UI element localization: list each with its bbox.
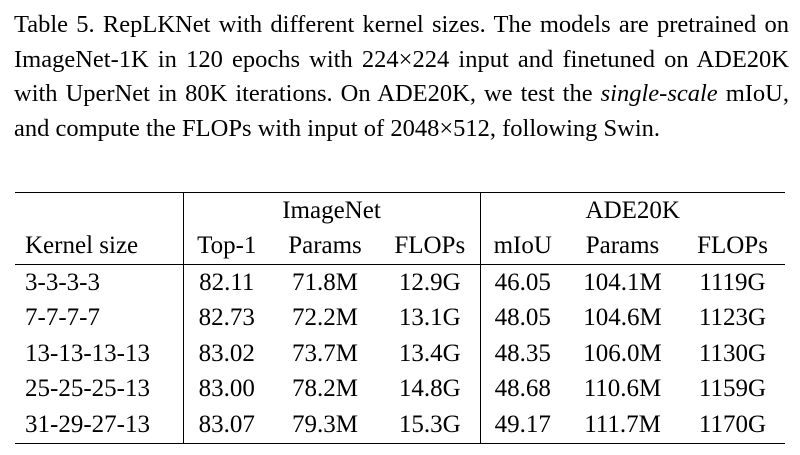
cell: 106.0M <box>583 339 662 367</box>
cell: 48.35 <box>494 339 551 367</box>
column-header: Top-1 <box>183 228 270 265</box>
cell: 1159G <box>698 375 767 403</box>
caption-emphasis: single-scale <box>600 80 718 107</box>
group-row: ImageNet ADE20K <box>15 192 785 229</box>
caption-text: Table 5. RepLKNet with different kernel … <box>14 11 789 107</box>
data-row: 25-25-25-13 83.00 78.2M 14.8G 48.68 110.6M 115… <box>15 371 785 407</box>
cell: 104.1M <box>583 268 662 296</box>
cell: 15.3G <box>380 407 481 444</box>
results-table: ImageNet ADE20K Kernel size Top-1 Params FL… <box>15 192 785 444</box>
caption: Table 5. RepLKNet with different kernel … <box>14 8 789 146</box>
cell: 82.73 <box>198 304 255 332</box>
column-header: mIoU <box>480 228 565 265</box>
cell: 25-25-25-13 <box>15 371 184 407</box>
cell: 73.7M <box>292 339 358 367</box>
column-header: Kernel size <box>15 228 184 265</box>
cell: 13-13-13-13 <box>15 336 184 372</box>
cell: 49.17 <box>480 407 565 444</box>
cell: 13.1G <box>380 300 481 336</box>
cell: 72.2M <box>292 304 358 332</box>
cell: 83.02 <box>198 339 255 367</box>
cell: 46.05 <box>494 268 551 296</box>
cell: 82.11 <box>199 268 255 296</box>
cell: 12.9G <box>380 264 481 301</box>
data-row: 13-13-13-13 83.02 73.7M 13.4G 48.35 106.0M 113… <box>15 336 785 372</box>
column-header-row: Kernel size Top-1 Params FLOPs mIoU Params FLO… <box>15 228 785 265</box>
column-header: Params <box>270 228 380 265</box>
data-row: 3-3-3-3 82.11 71.8M 12.9G 46.05 104.1M 1119G <box>15 264 785 301</box>
cell: 79.3M <box>270 407 380 444</box>
cell: 83.07 <box>183 407 270 444</box>
column-header: Params <box>565 228 680 265</box>
data-row: 7-7-7-7 82.73 72.2M 13.1G 48.05 104.6M 1123G <box>15 300 785 336</box>
data-row: 31-29-27-13 83.07 79.3M 15.3G 49.17 111.7M 117… <box>15 407 785 444</box>
cell: 1130G <box>698 339 767 367</box>
cell: 1170G <box>680 407 785 444</box>
cell: 111.7M <box>565 407 680 444</box>
cell: 83.00 <box>198 375 255 403</box>
cell: 48.68 <box>494 375 551 403</box>
cell: 14.8G <box>380 371 481 407</box>
cell: 3-3-3-3 <box>15 264 184 301</box>
cell: 1123G <box>698 304 767 332</box>
column-header: FLOPs <box>680 228 785 265</box>
cell: 110.6M <box>583 375 662 403</box>
empty-cell <box>15 192 184 229</box>
cell: 1119G <box>699 268 766 296</box>
cell: 48.05 <box>494 304 551 332</box>
cell: 78.2M <box>292 375 358 403</box>
group-header: ImageNet <box>183 192 481 229</box>
table-body: ImageNet ADE20K Kernel size Top-1 Params FL… <box>15 192 785 444</box>
cell: 7-7-7-7 <box>15 300 184 336</box>
cell: 13.4G <box>380 336 481 372</box>
column-header: FLOPs <box>380 228 481 265</box>
caption-text: mIoU, and compute the FLOPs with input o… <box>14 80 790 142</box>
cell: 71.8M <box>292 268 358 296</box>
cell: 104.6M <box>583 304 662 332</box>
group-header: ADE20K <box>480 192 785 229</box>
cell: 31-29-27-13 <box>15 407 184 444</box>
